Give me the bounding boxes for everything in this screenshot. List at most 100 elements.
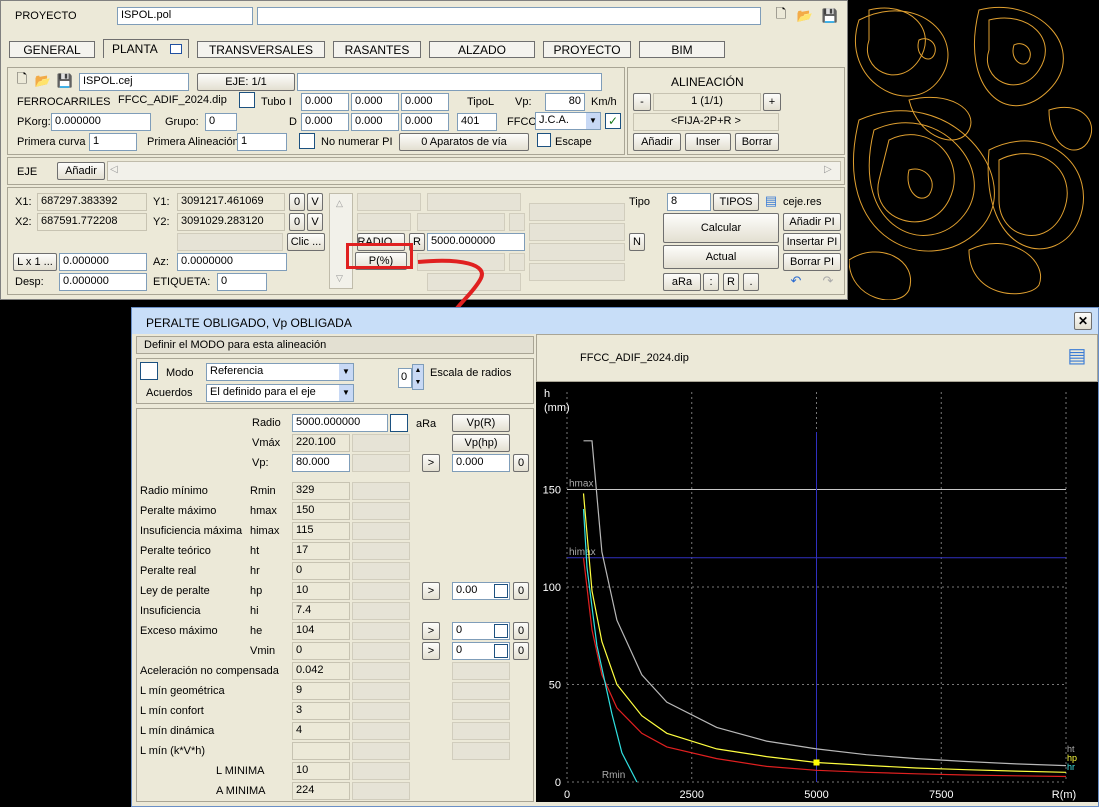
tab-planta[interactable]: PLANTA [103,39,189,58]
open-axis-icon[interactable]: 📂 [34,73,52,88]
pkorg-field[interactable]: 0.000000 [51,113,151,131]
modo-checkbox[interactable] [140,362,158,380]
close-button[interactable]: ✕ [1074,312,1092,330]
aparatos-button[interactable]: 0 Aparatos de vía [399,133,529,151]
eje-add-button[interactable]: Añadir [57,162,105,180]
eje-scrollbar[interactable]: ◁ ▷ [107,161,841,181]
axis-description-field[interactable] [297,73,602,91]
alineacion-prev-button[interactable]: - [633,93,651,111]
save-icon[interactable]: 💾 [821,8,839,23]
param-arrow-button[interactable]: > [422,582,440,600]
param-arrow-button[interactable]: > [422,622,440,640]
desp-field[interactable]: 0.000000 [59,273,147,291]
notepad-icon[interactable]: ▤ [1067,344,1087,367]
tubo-field-1[interactable]: 0.000 [301,93,349,111]
x1-v-button[interactable]: V [307,193,323,211]
add-pi-button[interactable]: Añadir PI [783,213,841,231]
r-button[interactable]: R [723,273,739,291]
param-right-checkbox[interactable] [494,644,508,658]
tab-bim[interactable]: BIM [639,41,725,58]
lx-button[interactable]: L x 1 ... [13,253,57,271]
x2-v-button[interactable]: V [307,213,323,231]
coords-scrollbar[interactable]: △ ▽ [329,193,353,289]
x2-zero-button[interactable]: 0 [289,213,305,231]
alineacion-add-button[interactable]: Añadir [633,133,681,151]
actual-button[interactable]: Actual [663,245,779,269]
tipos-button[interactable]: TIPOS [713,193,759,211]
y2-field[interactable]: 3091029.283120 [177,213,285,231]
scroll-down-icon[interactable]: ▽ [336,273,343,283]
dot-button[interactable]: . [743,273,759,291]
clic-button[interactable]: Clic ... [287,233,325,251]
tab-alzado[interactable]: ALZADO [429,41,535,58]
tubo-field-3[interactable]: 0.000 [401,93,449,111]
x2-field[interactable]: 687591.772208 [37,213,147,231]
param-right-checkbox[interactable] [494,584,508,598]
eje-button[interactable]: EJE: 1/1 [197,73,295,91]
project-description-field[interactable] [257,7,761,25]
lx-field[interactable]: 0.000000 [59,253,147,271]
alineacion-delete-button[interactable]: Borrar [735,133,779,151]
alineacion-next-button[interactable]: + [763,93,781,111]
new-file-icon[interactable]: 🗋 [775,6,787,21]
vpr-button[interactable]: Vp(R) [452,414,510,432]
ara-button[interactable]: aRa [663,273,701,291]
acuerdos-select[interactable]: El definido para el eje ▼ [206,384,354,402]
delete-pi-button[interactable]: Borrar PI [783,253,841,271]
param-zero-button[interactable]: 0 [513,642,529,660]
tab-general[interactable]: GENERAL [9,41,95,58]
vp-right-field[interactable]: 0.000 [452,454,510,472]
param-right-checkbox[interactable] [494,624,508,638]
y1-field[interactable]: 3091217.461069 [177,193,285,211]
no-numerar-checkbox[interactable] [299,133,315,149]
radio-field[interactable]: 5000.000000 [427,233,525,251]
new-axis-icon[interactable]: 🗋 [16,71,28,86]
vp-zero-button[interactable]: 0 [513,454,529,472]
tab-rasantes[interactable]: RASANTES [333,41,421,58]
undo-icon[interactable]: ↶ [790,273,802,288]
primera-alineacion-field[interactable]: 1 [237,133,287,151]
open-folder-icon[interactable]: 📂 [796,8,814,23]
escala-field[interactable]: 0 [398,368,412,388]
radio-field[interactable]: 5000.000000 [292,414,388,432]
az-field[interactable]: 0.0000000 [177,253,287,271]
tab-transversales[interactable]: TRANSVERSALES [197,41,325,58]
project-file-field[interactable]: ISPOL.pol [117,7,253,25]
ferro-file-field[interactable]: FFCC_ADIF_2024.dip [118,94,227,106]
scroll-right-icon[interactable]: ▷ [824,164,832,175]
vp-arrow-button[interactable]: > [422,454,440,472]
scroll-left-icon[interactable]: ◁ [110,164,118,175]
param-zero-button[interactable]: 0 [513,582,529,600]
x1-zero-button[interactable]: 0 [289,193,305,211]
calcular-button[interactable]: Calcular [663,213,779,243]
param-zero-button[interactable]: 0 [513,622,529,640]
tab-proyecto[interactable]: PROYECTO [543,41,631,58]
insert-pi-button[interactable]: Insertar PI [783,233,841,251]
ffcc-select[interactable]: J.C.A. ▼ [535,112,601,130]
etiqueta-field[interactable]: 0 [217,273,267,291]
scroll-up-icon[interactable]: △ [336,198,343,208]
ffcc-checkbox[interactable]: ✓ [605,113,621,129]
radio-r-button[interactable]: R [409,233,425,251]
axis-file-field[interactable]: ISPOL.cej [79,73,189,91]
redo-icon[interactable]: ↷ [822,273,834,288]
tubo-checkbox[interactable] [239,92,255,108]
d-field-4[interactable]: 401 [457,113,497,131]
escala-spinner[interactable]: ▲ ▼ [412,364,424,390]
grupo-field[interactable]: 0 [205,113,237,131]
tubo-field-2[interactable]: 0.000 [351,93,399,111]
n-button[interactable]: N [629,233,645,251]
alineacion-insert-button[interactable]: Inser [685,133,731,151]
escape-checkbox[interactable] [537,133,551,147]
vphp-button[interactable]: Vp(hp) [452,434,510,452]
save-axis-icon[interactable]: 💾 [56,73,74,88]
x1-field[interactable]: 687297.383392 [37,193,147,211]
vp-field[interactable]: 80 [545,93,585,111]
modo-select[interactable]: Referencia ▼ [206,363,354,381]
d-field-1[interactable]: 0.000 [301,113,349,131]
vp-field[interactable]: 80.000 [292,454,350,472]
tipo-field[interactable]: 8 [667,193,711,211]
d-field-3[interactable]: 0.000 [401,113,449,131]
ara-checkbox[interactable] [390,414,408,432]
primera-curva-field[interactable]: 1 [89,133,137,151]
